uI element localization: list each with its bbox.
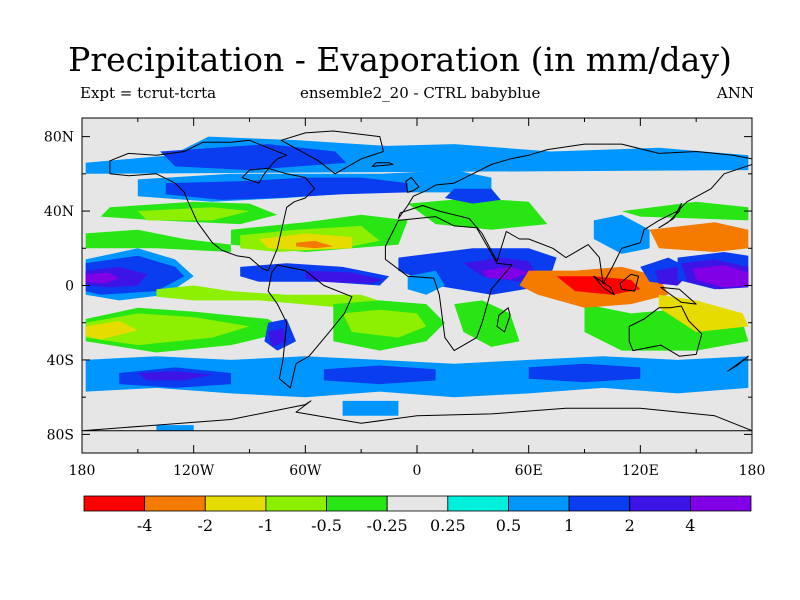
colorbar-swatch-4 (326, 495, 388, 512)
season-label: ANN (716, 84, 754, 102)
coastline-sumatra (593, 275, 615, 296)
x-tick-label-5: 120E (622, 463, 659, 479)
y-tick-label-4: 80S (47, 427, 74, 443)
x-tick-label-4: 60E (515, 463, 543, 479)
colorbar-label-9: 4 (685, 516, 695, 535)
colorbar-label-0: -4 (137, 516, 153, 535)
contour-region-40 (658, 294, 749, 332)
coastline-new-zealand (727, 355, 749, 372)
contour-region-48 (621, 201, 749, 221)
colorbar-swatch-10 (689, 495, 752, 512)
coastline-iceland (371, 162, 394, 167)
contour-region-33 (444, 188, 501, 204)
coastline-greenland (280, 130, 384, 175)
coastline-japan (658, 203, 682, 229)
contour-region-44 (649, 222, 749, 252)
contour-region-47 (692, 265, 749, 288)
contour-region-19 (85, 313, 250, 346)
colorbar-label-1: -2 (197, 516, 213, 535)
colorbar-label-5: 0.25 (430, 516, 466, 535)
y-tick-label-3: 40S (47, 353, 74, 369)
colorbar-swatch-0 (83, 495, 146, 512)
contour-region-9 (85, 272, 120, 284)
contour-region-3 (165, 177, 408, 200)
contour-region-29 (137, 371, 213, 381)
x-tick-label-3: 0 (413, 463, 422, 479)
colorbar-label-6: 0.5 (496, 516, 521, 535)
colorbar-label-4: -0.25 (367, 516, 408, 535)
colorbar-swatch-9 (629, 495, 691, 512)
contour-region-10 (156, 285, 390, 308)
contour-region-27 (323, 365, 436, 385)
y-tick-label-0: 80N (44, 130, 74, 146)
colorbar-label-7: 1 (564, 516, 574, 535)
coastline-new-guinea (660, 286, 697, 305)
map-layer (82, 118, 752, 453)
x-tick-label-6: 180 (739, 463, 766, 479)
contour-region-39 (556, 276, 641, 295)
contour-region-50 (268, 328, 287, 347)
contour-region-28 (528, 363, 641, 383)
ensemble-label: ensemble2_20 - CTRL babyblue (300, 84, 541, 102)
contour-region-15 (296, 240, 334, 249)
contour-region-22 (342, 309, 427, 338)
axis-layer: 180 120W 60W 0 60E 120E 180 80N 40N 0 40S 80S (44, 118, 765, 479)
experiment-label: Expt = tcrut-tcrta (80, 84, 217, 102)
colorbar-swatch-7 (508, 495, 570, 512)
coastline-africa (384, 216, 513, 352)
x-tick-label-1: 120W (173, 463, 215, 479)
y-tick-label-2: 0 (65, 279, 74, 295)
colorbar-label-3: -0.5 (311, 516, 342, 535)
contour-region-32 (407, 198, 548, 230)
colorbar-swatch-2 (204, 495, 267, 512)
contour-region-31 (156, 425, 194, 431)
coastline-madagascar (496, 307, 511, 333)
coastline-australia (628, 305, 703, 357)
colorbar-swatch-8 (568, 495, 631, 512)
colorbar-swatch-1 (144, 495, 206, 512)
colorbar-swatch-3 (265, 495, 327, 512)
colorbar-label-8: 2 (625, 516, 635, 535)
contour-region-20 (85, 320, 138, 340)
contour-region-30 (342, 400, 399, 416)
coastline-uk (405, 177, 420, 193)
coastline-antarctica (82, 400, 752, 432)
coastline-north-america (109, 139, 316, 272)
x-tick-label-2: 60W (289, 463, 322, 479)
x-tick-label-0: 180 (69, 463, 96, 479)
colorbar: -4 -2 -1 -0.5 -0.25 0.25 0.5 1 2 4 (83, 495, 752, 535)
contour-region-11 (85, 229, 231, 252)
colorbar-swatch-6 (447, 495, 509, 512)
chart-title: Precipitation - Evaporation (in mm/day) (68, 40, 732, 79)
colorbar-label-2: -1 (258, 516, 274, 535)
coastline-south-america (267, 264, 353, 389)
y-tick-label-1: 40N (44, 204, 74, 220)
coastline-borneo (619, 273, 639, 292)
contour-region-17 (305, 270, 384, 284)
colorbar-swatch-5 (386, 495, 449, 512)
